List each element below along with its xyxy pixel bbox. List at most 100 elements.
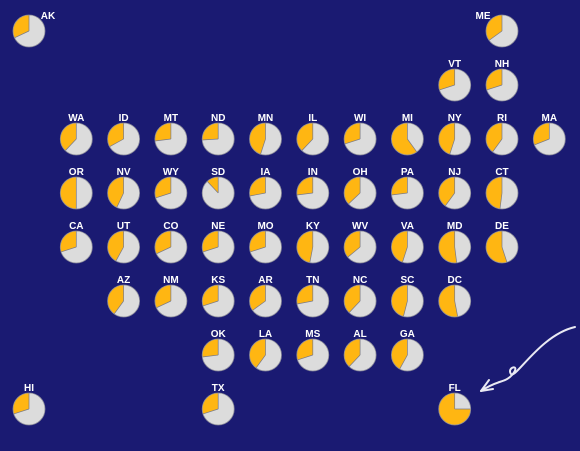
pie-divider <box>486 84 503 91</box>
state-tile-ca: CA <box>59 221 93 264</box>
state-tile-nh: NH <box>485 59 519 102</box>
state-tile-ky: KY <box>296 221 330 264</box>
state-label: TX <box>212 383 225 394</box>
pie-outline <box>107 122 140 156</box>
pie-divider <box>501 246 508 263</box>
pie-divider <box>109 138 124 148</box>
state-tile-al: AL <box>343 329 377 372</box>
state-tile-nv: NV <box>107 167 140 210</box>
state-tile-ms: MS <box>296 329 330 372</box>
state-label: KS <box>211 275 225 286</box>
pie-share-slice <box>296 123 313 151</box>
pie-outline <box>438 68 472 102</box>
state-tile-nc: NC <box>343 275 377 318</box>
pie-divider <box>297 354 313 361</box>
pie-outline <box>485 122 519 156</box>
pie-share-slice <box>391 339 408 370</box>
pie-divider <box>249 192 266 197</box>
pie-outline <box>485 230 519 264</box>
pie-outline <box>438 284 472 318</box>
pie-outline <box>343 176 377 210</box>
pie-outline <box>390 338 424 372</box>
pie-share-slice <box>60 231 77 252</box>
pie-outline <box>296 176 330 210</box>
pie-share-slice <box>391 123 417 155</box>
pie-outline <box>438 176 472 210</box>
pie-share-slice <box>107 177 124 208</box>
state-label: NJ <box>448 167 461 178</box>
pie-divider <box>202 300 219 307</box>
pie-outline <box>201 122 235 156</box>
pie-divider <box>202 246 219 253</box>
pie-divider <box>250 246 266 253</box>
pie-divider <box>445 192 455 207</box>
pie-share-slice <box>202 285 219 306</box>
pie-divider <box>14 30 30 39</box>
pie-outline <box>154 284 188 318</box>
state-tile-ma: MA <box>532 113 566 156</box>
pie-divider <box>60 246 77 253</box>
pie-divider <box>301 138 314 151</box>
pie-divider <box>391 192 408 196</box>
state-tile-wy: WY <box>154 167 188 210</box>
state-label: ME <box>476 11 491 22</box>
pie-divider <box>439 84 455 91</box>
state-label: DE <box>495 221 509 232</box>
pie-outline <box>201 392 235 426</box>
state-tile-co: CO <box>154 221 188 264</box>
pie-share-slice <box>296 177 313 196</box>
pie-outline <box>12 14 46 48</box>
state-label: IA <box>261 167 271 178</box>
pie-outline <box>107 284 140 318</box>
pie-outline <box>438 122 472 156</box>
pie-share-slice <box>202 339 219 358</box>
pie-outline <box>343 284 377 318</box>
pie-share-slice <box>60 177 77 209</box>
pie-divider <box>116 192 124 208</box>
pie-share-slice <box>202 231 219 252</box>
pie-outline <box>296 338 330 372</box>
state-label: CA <box>69 221 83 232</box>
state-tile-ct: CT <box>485 167 519 210</box>
state-tile-tn: TN <box>296 275 330 318</box>
pie-outline <box>296 230 330 264</box>
pie-share-slice <box>154 177 171 198</box>
pie-outline <box>390 122 424 156</box>
pie-share-slice <box>391 177 408 196</box>
pie-share-slice <box>249 285 266 311</box>
pie-share-slice <box>296 339 313 360</box>
pie-divider <box>115 246 124 262</box>
state-tile-oh: OH <box>343 167 377 210</box>
pie-share-slice <box>344 177 361 204</box>
pie-divider <box>407 138 418 153</box>
state-label: FL <box>449 383 461 394</box>
pie-share-slice <box>154 123 171 142</box>
state-label: WY <box>163 167 179 178</box>
pie-divider <box>348 354 361 367</box>
pie-outline <box>249 284 282 318</box>
state-label: MS <box>305 329 320 340</box>
state-tile-mi: MI <box>390 113 424 156</box>
pie-share-slice <box>486 177 502 209</box>
state-tile-mn: MN <box>249 113 282 156</box>
state-tile-id: ID <box>107 113 140 156</box>
state-tile-ks: KS <box>201 275 235 318</box>
pie-share-slice <box>438 285 458 317</box>
pie-divider <box>454 246 458 263</box>
state-tile-nj: NJ <box>438 167 472 210</box>
pie-share-slice <box>344 339 361 367</box>
pie-divider <box>348 300 361 313</box>
state-tile-mt: MT <box>154 113 188 156</box>
pie-divider <box>65 138 77 151</box>
state-label: NC <box>353 275 367 286</box>
pie-divider <box>309 246 314 263</box>
pie-outline <box>485 14 519 48</box>
state-tile-ut: UT <box>107 221 140 264</box>
state-tile-de: DE <box>485 221 519 264</box>
pie-share-slice <box>296 230 313 263</box>
state-tile-la: LA <box>249 329 282 372</box>
state-label: GA <box>400 329 415 340</box>
state-label: NV <box>117 167 131 178</box>
pie-share-slice <box>296 285 313 304</box>
